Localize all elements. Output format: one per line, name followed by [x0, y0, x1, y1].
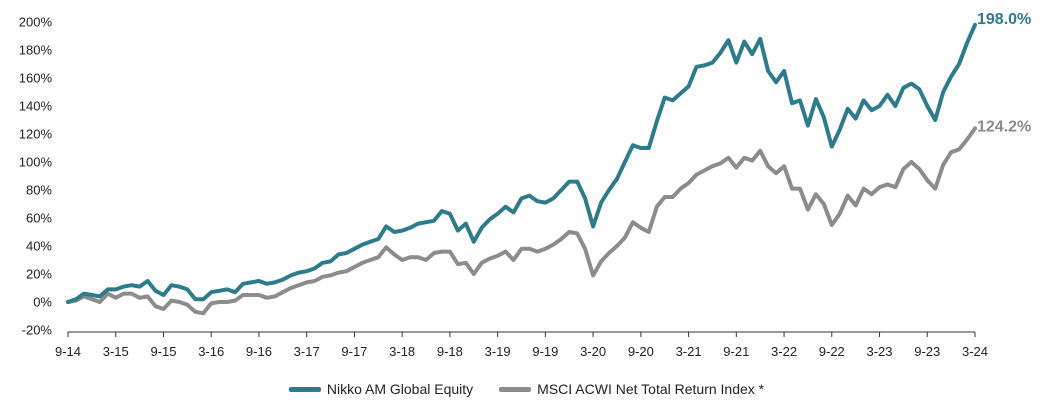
legend-label-msci: MSCI ACWI Net Total Return Index *: [537, 381, 765, 397]
y-tick-label: 60%: [26, 211, 52, 226]
legend-label-nikko: Nikko AM Global Equity: [326, 381, 474, 397]
legend-item-msci[interactable]: MSCI ACWI Net Total Return Index *: [499, 381, 764, 397]
legend: Nikko AM Global Equity MSCI ACWI Net Tot…: [0, 381, 1053, 397]
x-tick-label: 9-19: [532, 344, 558, 359]
end-value-label-nikko: 198.0%: [977, 11, 1031, 28]
x-tick-label: 3-23: [867, 344, 893, 359]
end-value-label-msci: 124.2%: [977, 118, 1031, 135]
x-tick-label: 3-24: [962, 344, 988, 359]
x-axis: 9-14 3-15 9-15 3-16 9-16 3-17 9-17 3-18 9-18 3-19…: [55, 331, 988, 359]
y-axis: 200% 180% 160% 140% 120% 100% 80% 60% 40% 20% 0% -2…: [19, 15, 53, 338]
series-line-nikko: [66, 22, 977, 304]
line-chart: 200% 180% 160% 140% 120% 100% 80% 60% 40% 20% 0% -2…: [19, 11, 1032, 359]
y-tick-label: 120%: [19, 127, 53, 142]
legend-swatch-nikko: [288, 386, 321, 392]
y-tick-label: 0%: [33, 295, 52, 310]
x-tick-label: 9-22: [819, 344, 845, 359]
y-tick-label: 180%: [19, 43, 53, 58]
series-layer: 124.2% 198.0%: [66, 11, 1031, 316]
legend-swatch-msci: [499, 386, 532, 392]
x-tick-label: 9-21: [723, 344, 749, 359]
x-tick-label: 9-15: [150, 344, 176, 359]
x-tick-label: 3-22: [771, 344, 797, 359]
x-tick-label: 9-18: [437, 344, 463, 359]
x-tick-label: 3-20: [580, 344, 606, 359]
legend-item-nikko[interactable]: Nikko AM Global Equity: [288, 381, 474, 397]
x-tick-label: 3-17: [294, 344, 320, 359]
x-tick-label: 9-20: [628, 344, 654, 359]
y-tick-label: 20%: [26, 267, 52, 282]
y-tick-label: 200%: [19, 15, 53, 30]
y-tick-label: 140%: [19, 99, 53, 114]
x-tick-label: 3-21: [676, 344, 702, 359]
x-tick-label: 9-14: [55, 344, 81, 359]
x-tick-label: 9-17: [341, 344, 367, 359]
x-tick-label: 3-19: [485, 344, 511, 359]
x-tick-label: 3-18: [389, 344, 415, 359]
y-tick-label: -20%: [22, 323, 53, 338]
x-tick-label: 9-23: [914, 344, 940, 359]
y-tick-label: 160%: [19, 71, 53, 86]
x-tick-label: 3-15: [103, 344, 129, 359]
x-tick-label: 9-16: [246, 344, 272, 359]
y-tick-label: 40%: [26, 239, 52, 254]
y-tick-label: 80%: [26, 183, 52, 198]
series-line-msci: [66, 126, 977, 316]
y-tick-label: 100%: [19, 155, 53, 170]
x-tick-label: 3-16: [198, 344, 224, 359]
